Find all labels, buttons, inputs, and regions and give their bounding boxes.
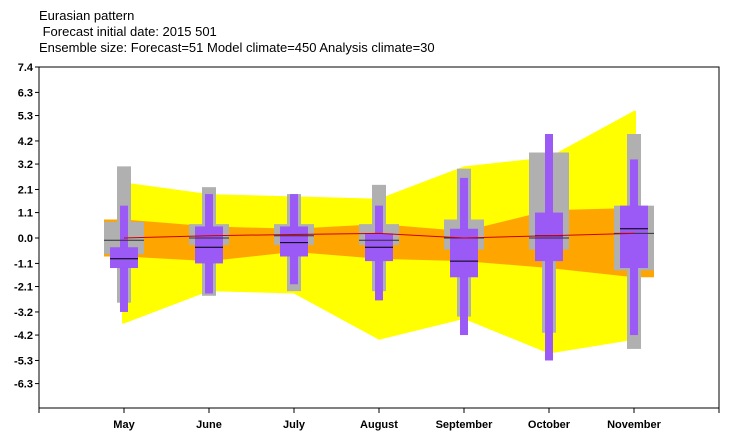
chart-titles: Eurasian pattern Forecast initial date: … xyxy=(39,8,435,56)
y-tick-label: -4.2 xyxy=(14,330,33,342)
y-tick-label: 3.2 xyxy=(18,159,33,171)
analysis-median-line xyxy=(123,232,635,239)
y-tick-label: -6.3 xyxy=(14,379,33,391)
forecast-box xyxy=(535,212,563,262)
y-tick-label: 2.1 xyxy=(18,184,33,196)
y-tick-label: 7.4 xyxy=(18,62,34,74)
x-tick-label: October xyxy=(528,419,571,431)
y-tick-label: -5.3 xyxy=(14,355,33,367)
y-tick-label: -2.1 xyxy=(14,282,33,294)
y-tick-label: 1.1 xyxy=(18,208,33,220)
chart-title: Eurasian pattern xyxy=(39,8,135,23)
forecast-box xyxy=(620,205,648,269)
y-tick-label: 4.2 xyxy=(18,136,33,148)
forecast-box xyxy=(195,226,223,264)
plot-area xyxy=(104,110,654,361)
y-tick-label: 0.0 xyxy=(18,233,33,245)
x-tick-label: May xyxy=(113,419,135,431)
chart-subtitle-ensemble-size: Ensemble size: Forecast=51 Model climate… xyxy=(39,40,435,55)
x-tick-label: September xyxy=(436,419,494,431)
x-tick-label: November xyxy=(607,419,662,431)
x-tick-label: June xyxy=(196,419,222,431)
axes: 7.4 6.3 5.3 4.2 3.2 2.1 1.1 0.0 -1.1 -2.1 -3.2 -4.2… xyxy=(14,62,720,431)
forecast-box xyxy=(280,226,308,257)
x-tick-label: August xyxy=(360,419,398,431)
x-tick-label: July xyxy=(283,419,306,431)
y-tick-label: 6.3 xyxy=(18,87,33,99)
y-tick-label: -3.2 xyxy=(14,307,33,319)
forecast-box xyxy=(450,228,478,278)
y-tick-label: -1.1 xyxy=(14,258,33,270)
y-tick-label: 5.3 xyxy=(18,111,33,123)
forecast-box xyxy=(110,247,138,269)
chart-subtitle-forecast-date: Forecast initial date: 2015 501 xyxy=(39,24,217,39)
